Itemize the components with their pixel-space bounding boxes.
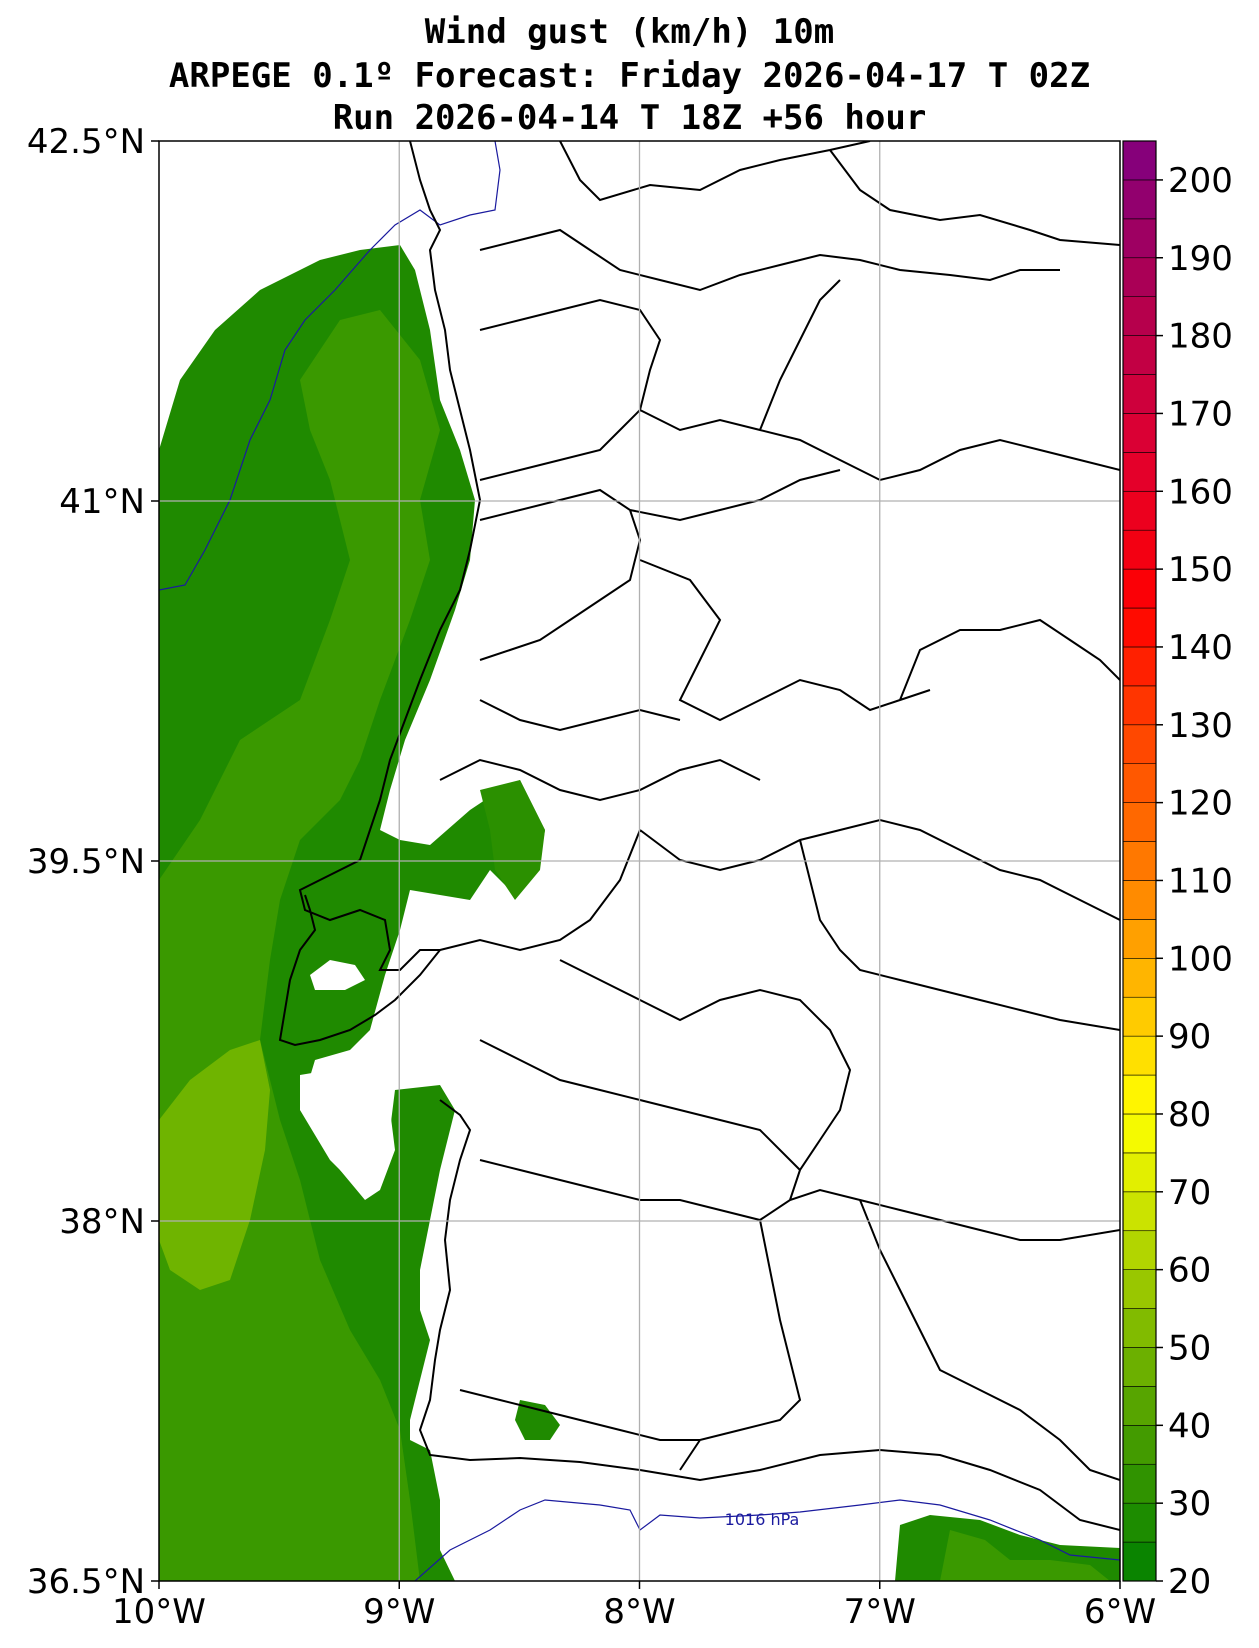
colorbar-tick-label: 80 [1168, 1095, 1211, 1135]
colorbar-segment [1122, 179, 1157, 220]
colorbar-segment [1122, 646, 1157, 687]
map-title-line-1: Wind gust (km/h) 10m [424, 12, 835, 52]
gust-area-algarve-patch [515, 1400, 560, 1440]
colorbar-tick-label: 90 [1168, 1017, 1211, 1057]
spain-border [559, 141, 1120, 246]
colorbar-segment [1122, 335, 1157, 375]
colorbar-segment [1122, 1230, 1157, 1270]
gust-area-gulf-cadiz-inner [940, 1530, 1110, 1581]
colorbar-segment [1122, 1074, 1157, 1115]
colorbar-segment [1122, 140, 1157, 181]
colorbar-segment [1122, 763, 1157, 803]
colorbar-segment [1122, 724, 1157, 765]
gust-hole-setubal [300, 1070, 395, 1200]
isobar-lines: 1016 hPa [159, 141, 1120, 1581]
colorbar-segment [1122, 685, 1157, 726]
colorbar-tick-label: 160 [1168, 472, 1233, 512]
isobar-1016-north [159, 141, 501, 591]
colorbar-segment [1122, 1113, 1157, 1154]
colorbar-tick-label: 20 [1168, 1562, 1211, 1602]
lon-tick-label: 8°W [603, 1592, 675, 1632]
coastline [278, 141, 1120, 1531]
colorbar-frame [1122, 140, 1157, 1582]
isobar-label: 1016 hPa [725, 1510, 800, 1529]
colorbar-segment [1122, 1308, 1157, 1348]
colorbar-segment [1122, 607, 1157, 648]
colorbar-segment [1122, 802, 1157, 842]
colorbar-tick-label: 200 [1168, 161, 1233, 201]
colorbar-segment [1122, 296, 1157, 336]
colorbar: 20 30 40 50 60 70 80 90 100 110 120 130 140 150 160 170… [1122, 140, 1233, 1602]
colorbar-segment [1122, 957, 1157, 998]
colorbar-tick-label: 40 [1168, 1406, 1211, 1446]
lon-tick-label: 9°W [363, 1592, 435, 1632]
lat-tick-label: 41°N [59, 482, 145, 522]
map-title-line-2: ARPEGE 0.1º Forecast: Friday 2026-04-17 … [168, 56, 1091, 96]
colorbar-tick-label: 120 [1168, 784, 1233, 824]
colorbar-segment [1122, 568, 1157, 609]
colorbar-segment [1122, 841, 1157, 881]
colorbar-segment [1122, 257, 1157, 297]
colorbar-tick-label: 50 [1168, 1328, 1211, 1368]
colorbar-tick-label: 190 [1168, 239, 1233, 279]
map-title-line-3: Run 2026-04-14 T 18Z +56 hour [332, 98, 927, 138]
colorbar-segment [1122, 490, 1157, 531]
colorbar-segment [1122, 996, 1157, 1037]
colorbar-tick-label: 30 [1168, 1484, 1211, 1524]
gust-area-tejo [480, 780, 545, 900]
colorbar-segment [1122, 374, 1157, 414]
isobar-1016-south [414, 1499, 1120, 1581]
lat-tick-label: 36.5°N [27, 1562, 145, 1602]
colorbar-tick-label: 140 [1168, 628, 1233, 668]
colorbar-segment [1122, 413, 1157, 453]
colorbar-segment [1122, 1347, 1157, 1387]
colorbar-segment [1122, 218, 1157, 259]
lon-tick-label: 7°W [844, 1592, 916, 1632]
colorbar-tick-label: 150 [1168, 550, 1233, 590]
colorbar-segment [1122, 1425, 1157, 1465]
colorbar-tick-label: 60 [1168, 1251, 1211, 1291]
colorbar-segment [1122, 880, 1157, 920]
colorbar-tick-label: 130 [1168, 706, 1233, 746]
lat-tick-label: 39.5°N [27, 842, 145, 882]
lat-tick-label: 42.5°N [27, 122, 145, 162]
colorbar-segment [1122, 1463, 1157, 1504]
colorbar-tick-label: 70 [1168, 1173, 1211, 1213]
colorbar-tick-label: 110 [1168, 861, 1233, 901]
map-axes: 10°W 9°W 8°W 7°W 6°W 42.5°N 41°N 39.5°N 38°N 36.5… [27, 122, 1156, 1632]
colorbar-segment [1122, 1152, 1157, 1193]
gust-hole-lisbon [310, 960, 365, 990]
colorbar-segment [1122, 452, 1157, 492]
colorbar-segment [1122, 1035, 1157, 1076]
map-gridlines [159, 141, 1120, 1581]
colorbar-segment [1122, 1386, 1157, 1426]
colorbar-segment [1122, 1502, 1157, 1543]
lon-tick-label: 6°W [1084, 1592, 1156, 1632]
colorbar-tick-label: 100 [1168, 939, 1233, 979]
colorbar-tick-label: 170 [1168, 394, 1233, 434]
colorbar-segment [1122, 1541, 1157, 1582]
colorbar-segment [1122, 1269, 1157, 1309]
lat-tick-label: 38°N [59, 1202, 145, 1242]
region-borders [439, 228, 1120, 1481]
gust-area-sea-strong [159, 1040, 270, 1290]
lon-tick-label: 10°W [112, 1592, 206, 1632]
colorbar-segment [1122, 1191, 1157, 1232]
colorbar-segment [1122, 919, 1157, 959]
colorbar-segment [1122, 529, 1157, 570]
colorbar-tick-label: 180 [1168, 317, 1233, 357]
